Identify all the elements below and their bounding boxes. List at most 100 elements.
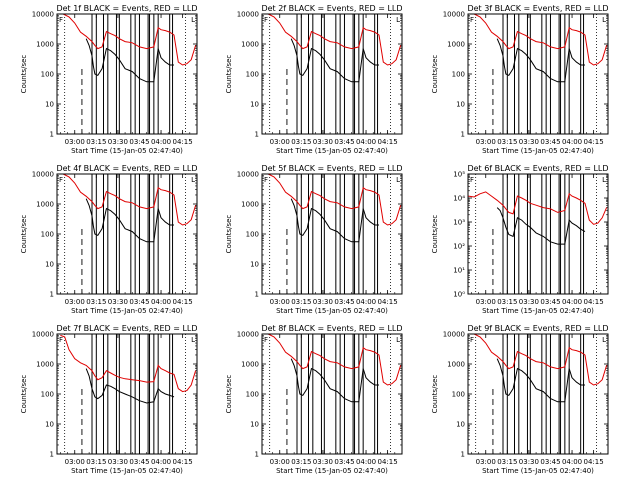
y-tick-label: 100 bbox=[246, 231, 259, 239]
y-axis-label: Counts/sec bbox=[225, 55, 233, 94]
x-tick-label: 04:15 bbox=[378, 458, 398, 466]
y-tick-label: 1000 bbox=[36, 361, 54, 369]
corner-label-left: F bbox=[264, 176, 268, 184]
corner-label-right: L bbox=[191, 16, 195, 24]
x-tick-label: 03:30 bbox=[108, 458, 128, 466]
corner-label-right: L bbox=[602, 176, 606, 184]
y-axis-label: Counts/sec bbox=[431, 215, 439, 254]
x-tick-label: 03:30 bbox=[519, 138, 539, 146]
x-tick-label: 03:45 bbox=[129, 138, 149, 146]
y-tick-label: 1000 bbox=[241, 361, 259, 369]
plot-frame bbox=[467, 13, 609, 135]
y-tick-label: 10 bbox=[250, 101, 259, 109]
y-axis-label: Counts/sec bbox=[225, 215, 233, 254]
x-tick-label: 03:45 bbox=[334, 298, 354, 306]
chart-title: Det 9f BLACK = Events, RED = LLD bbox=[467, 324, 608, 333]
series-line-lld bbox=[468, 191, 608, 225]
x-tick-label: 03:15 bbox=[86, 458, 106, 466]
x-tick-label: 03:00 bbox=[476, 458, 496, 466]
x-tick-label: 04:15 bbox=[584, 138, 604, 146]
corner-label-right: L bbox=[396, 176, 400, 184]
chart-title: Det 7f BLACK = Events, RED = LLD bbox=[56, 324, 197, 333]
y-tick-label: 10000 bbox=[32, 171, 54, 179]
series-line-events bbox=[496, 38, 585, 83]
x-tick-label: 04:00 bbox=[356, 458, 376, 466]
series-line-events bbox=[290, 38, 379, 83]
x-axis-label: Start Time (15-Jan-05 02:47:40) bbox=[482, 147, 594, 155]
x-axis-label: Start Time (15-Jan-05 02:47:40) bbox=[482, 307, 594, 315]
y-tick-label: 1000 bbox=[36, 41, 54, 49]
chart-title: Det 2f BLACK = Events, RED = LLD bbox=[261, 4, 402, 13]
y-tick-label: 10000 bbox=[237, 11, 259, 19]
corner-label-left: F bbox=[470, 336, 474, 344]
x-tick-label: 03:00 bbox=[65, 138, 85, 146]
corner-label-right: L bbox=[602, 16, 606, 24]
chart-panel: Det 3f BLACK = Events, RED = LLD Counts/s… bbox=[431, 4, 609, 155]
corner-label-left: F bbox=[59, 176, 63, 184]
plot-frame bbox=[467, 333, 609, 455]
x-tick-label: 03:30 bbox=[519, 298, 539, 306]
x-tick-label: 03:15 bbox=[291, 298, 311, 306]
series-line-events bbox=[85, 368, 175, 404]
x-tick-label: 03:00 bbox=[270, 298, 290, 306]
x-tick-label: 04:00 bbox=[151, 298, 171, 306]
x-tick-label: 03:00 bbox=[270, 138, 290, 146]
y-tick-label: 1000 bbox=[241, 201, 259, 209]
y-tick-label: 1 bbox=[50, 131, 54, 139]
x-tick-label: 04:00 bbox=[562, 298, 582, 306]
y-tick-label: 1 bbox=[461, 451, 465, 459]
y-tick-label: 1 bbox=[255, 291, 259, 299]
y-tick-label: 10 bbox=[45, 261, 54, 269]
series-line-events bbox=[85, 38, 174, 83]
x-tick-label: 03:45 bbox=[334, 138, 354, 146]
plot-frame bbox=[56, 13, 198, 135]
plot-frame bbox=[56, 173, 198, 295]
y-tick-label: 10 bbox=[45, 101, 54, 109]
y-tick-label: 10 bbox=[250, 261, 259, 269]
x-tick-label: 04:00 bbox=[562, 458, 582, 466]
x-tick-label: 03:45 bbox=[540, 458, 560, 466]
chart-title: Det 8f BLACK = Events, RED = LLD bbox=[261, 324, 402, 333]
x-tick-label: 03:00 bbox=[476, 298, 496, 306]
y-axis-label: Counts/sec bbox=[431, 55, 439, 94]
corner-label-right: L bbox=[396, 16, 400, 24]
y-tick-label: 10000 bbox=[237, 171, 259, 179]
x-tick-label: 03:45 bbox=[334, 458, 354, 466]
y-tick-label: 1000 bbox=[447, 41, 465, 49]
y-tick-label: 1 bbox=[50, 291, 54, 299]
y-tick-label: 10 bbox=[45, 421, 54, 429]
series-line-events bbox=[496, 358, 585, 403]
series-line-events bbox=[496, 207, 586, 245]
y-tick-label: 100 bbox=[246, 391, 259, 399]
corner-label-left: F bbox=[470, 16, 474, 24]
y-tick-label: 10³ bbox=[453, 219, 465, 227]
chart-panel: Det 7f BLACK = Events, RED = LLD Counts/s… bbox=[20, 324, 198, 475]
x-tick-label: 03:30 bbox=[108, 298, 128, 306]
chart-panel: Det 9f BLACK = Events, RED = LLD Counts/s… bbox=[431, 324, 609, 475]
x-tick-label: 04:15 bbox=[173, 298, 193, 306]
y-tick-label: 10 bbox=[250, 421, 259, 429]
y-tick-label: 10000 bbox=[32, 11, 54, 19]
series-line-lld bbox=[267, 333, 402, 386]
y-tick-label: 10000 bbox=[443, 11, 465, 19]
y-axis-label: Counts/sec bbox=[431, 375, 439, 414]
corner-label-right: L bbox=[396, 336, 400, 344]
x-tick-label: 03:45 bbox=[540, 138, 560, 146]
x-tick-label: 04:00 bbox=[356, 298, 376, 306]
series-line-lld bbox=[60, 334, 197, 393]
y-tick-label: 1000 bbox=[447, 361, 465, 369]
x-axis-label: Start Time (15-Jan-05 02:47:40) bbox=[71, 307, 183, 315]
plot-frame bbox=[261, 333, 403, 455]
corner-label-right: L bbox=[191, 176, 195, 184]
x-tick-label: 03:15 bbox=[497, 138, 517, 146]
y-tick-label: 1 bbox=[461, 131, 465, 139]
chart-panel: Det 1f BLACK = Events, RED = LLD Counts/s… bbox=[20, 4, 198, 155]
x-tick-label: 03:15 bbox=[86, 298, 106, 306]
x-tick-label: 03:15 bbox=[291, 458, 311, 466]
y-tick-label: 10¹ bbox=[453, 267, 465, 275]
chart-panel: Det 2f BLACK = Events, RED = LLD Counts/s… bbox=[225, 4, 403, 155]
x-tick-label: 03:45 bbox=[129, 298, 149, 306]
x-tick-label: 04:15 bbox=[173, 138, 193, 146]
series-line-lld bbox=[62, 13, 197, 66]
x-tick-label: 03:00 bbox=[65, 458, 85, 466]
